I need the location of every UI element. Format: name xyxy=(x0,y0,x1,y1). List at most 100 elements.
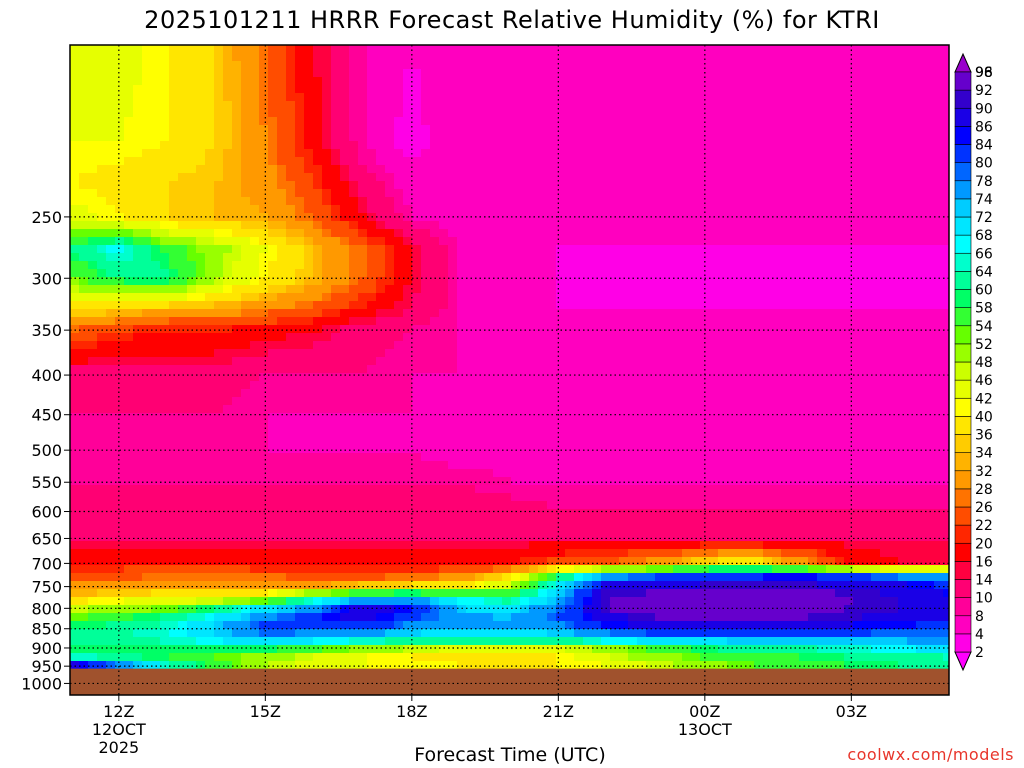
heatmap-cell xyxy=(862,253,872,262)
heatmap-cell xyxy=(844,253,854,262)
heatmap-cell xyxy=(592,93,602,102)
heatmap-cell xyxy=(538,205,548,214)
heatmap-cell xyxy=(826,221,836,230)
heatmap-cell xyxy=(151,149,161,158)
heatmap-cell xyxy=(619,53,629,62)
heatmap-cell xyxy=(214,333,224,342)
heatmap-cell xyxy=(592,421,602,430)
heatmap-cell xyxy=(565,397,575,406)
heatmap-cell xyxy=(889,325,899,334)
heatmap-cell xyxy=(97,389,107,398)
heatmap-cell xyxy=(313,77,323,86)
heatmap-cell xyxy=(349,429,359,438)
heatmap-cell xyxy=(898,141,908,150)
heatmap-cell xyxy=(772,77,782,86)
heatmap-cell xyxy=(799,173,809,182)
heatmap-cell xyxy=(502,277,512,286)
heatmap-cell xyxy=(241,285,251,294)
heatmap-cell xyxy=(718,445,728,454)
heatmap-cell xyxy=(826,69,836,78)
heatmap-cell xyxy=(808,61,818,70)
heatmap-cell xyxy=(421,45,431,54)
heatmap-cell xyxy=(943,421,949,430)
heatmap-cell xyxy=(385,205,395,214)
heatmap-cell xyxy=(826,309,836,318)
heatmap-cell xyxy=(196,173,206,182)
heatmap-cell xyxy=(682,397,692,406)
heatmap-cell xyxy=(907,341,917,350)
heatmap-cell xyxy=(664,125,674,134)
heatmap-cell xyxy=(655,141,665,150)
heatmap-cell xyxy=(601,333,611,342)
heatmap-cell xyxy=(250,317,260,326)
heatmap-cell xyxy=(304,429,314,438)
heatmap-cell xyxy=(853,317,863,326)
heatmap-cell xyxy=(601,245,611,254)
heatmap-cell xyxy=(871,245,881,254)
heatmap-cell xyxy=(475,261,485,270)
heatmap-cell xyxy=(124,69,134,78)
heatmap-cell xyxy=(718,117,728,126)
heatmap-field xyxy=(70,45,949,695)
heatmap-cell xyxy=(439,149,449,158)
heatmap-cell xyxy=(898,261,908,270)
heatmap-cell xyxy=(394,181,404,190)
heatmap-cell xyxy=(655,445,665,454)
heatmap-cell xyxy=(502,45,512,54)
heatmap-cell xyxy=(214,381,224,390)
heatmap-cell xyxy=(826,157,836,166)
heatmap-cell xyxy=(835,157,845,166)
heatmap-cell xyxy=(286,45,296,54)
heatmap-cell xyxy=(772,413,782,422)
heatmap-cell xyxy=(664,333,674,342)
heatmap-cell xyxy=(367,109,377,118)
heatmap-cell xyxy=(745,93,755,102)
heatmap-cell xyxy=(79,221,89,230)
heatmap-cell xyxy=(79,117,89,126)
heatmap-cell xyxy=(70,69,80,78)
heatmap-cell xyxy=(745,333,755,342)
heatmap-cell xyxy=(520,261,530,270)
heatmap-cell xyxy=(286,181,296,190)
heatmap-cell xyxy=(448,53,458,62)
heatmap-cell xyxy=(223,101,233,110)
heatmap-cell xyxy=(196,205,206,214)
heatmap-cell xyxy=(763,301,773,310)
heatmap-cell xyxy=(736,333,746,342)
heatmap-cell xyxy=(565,109,575,118)
heatmap-cell xyxy=(97,117,107,126)
heatmap-cell xyxy=(925,77,935,86)
heatmap-cell xyxy=(565,357,575,366)
heatmap-cell xyxy=(304,317,314,326)
heatmap-cell xyxy=(448,309,458,318)
heatmap-cell xyxy=(124,181,134,190)
heatmap-cell xyxy=(79,309,89,318)
heatmap-cell xyxy=(178,149,188,158)
heatmap-cell xyxy=(871,141,881,150)
heatmap-cell xyxy=(799,445,809,454)
heatmap-cell xyxy=(709,325,719,334)
heatmap-cell xyxy=(241,221,251,230)
heatmap-cell xyxy=(70,333,80,342)
heatmap-cell xyxy=(781,237,791,246)
heatmap-cell xyxy=(376,61,386,70)
heatmap-cell xyxy=(358,309,368,318)
heatmap-cell xyxy=(709,109,719,118)
heatmap-cell xyxy=(106,45,116,54)
heatmap-cell xyxy=(79,189,89,198)
heatmap-cell xyxy=(682,413,692,422)
heatmap-cell xyxy=(196,333,206,342)
heatmap-cell xyxy=(943,325,949,334)
heatmap-cell xyxy=(403,85,413,94)
heatmap-cell xyxy=(601,413,611,422)
heatmap-cell xyxy=(97,229,107,238)
heatmap-cell xyxy=(232,245,242,254)
heatmap-cell xyxy=(475,245,485,254)
heatmap-cell xyxy=(529,277,539,286)
heatmap-cell xyxy=(736,437,746,446)
heatmap-cell xyxy=(664,405,674,414)
heatmap-cell xyxy=(934,165,944,174)
heatmap-cell xyxy=(187,341,197,350)
heatmap-cell xyxy=(196,429,206,438)
heatmap-cell xyxy=(565,373,575,382)
